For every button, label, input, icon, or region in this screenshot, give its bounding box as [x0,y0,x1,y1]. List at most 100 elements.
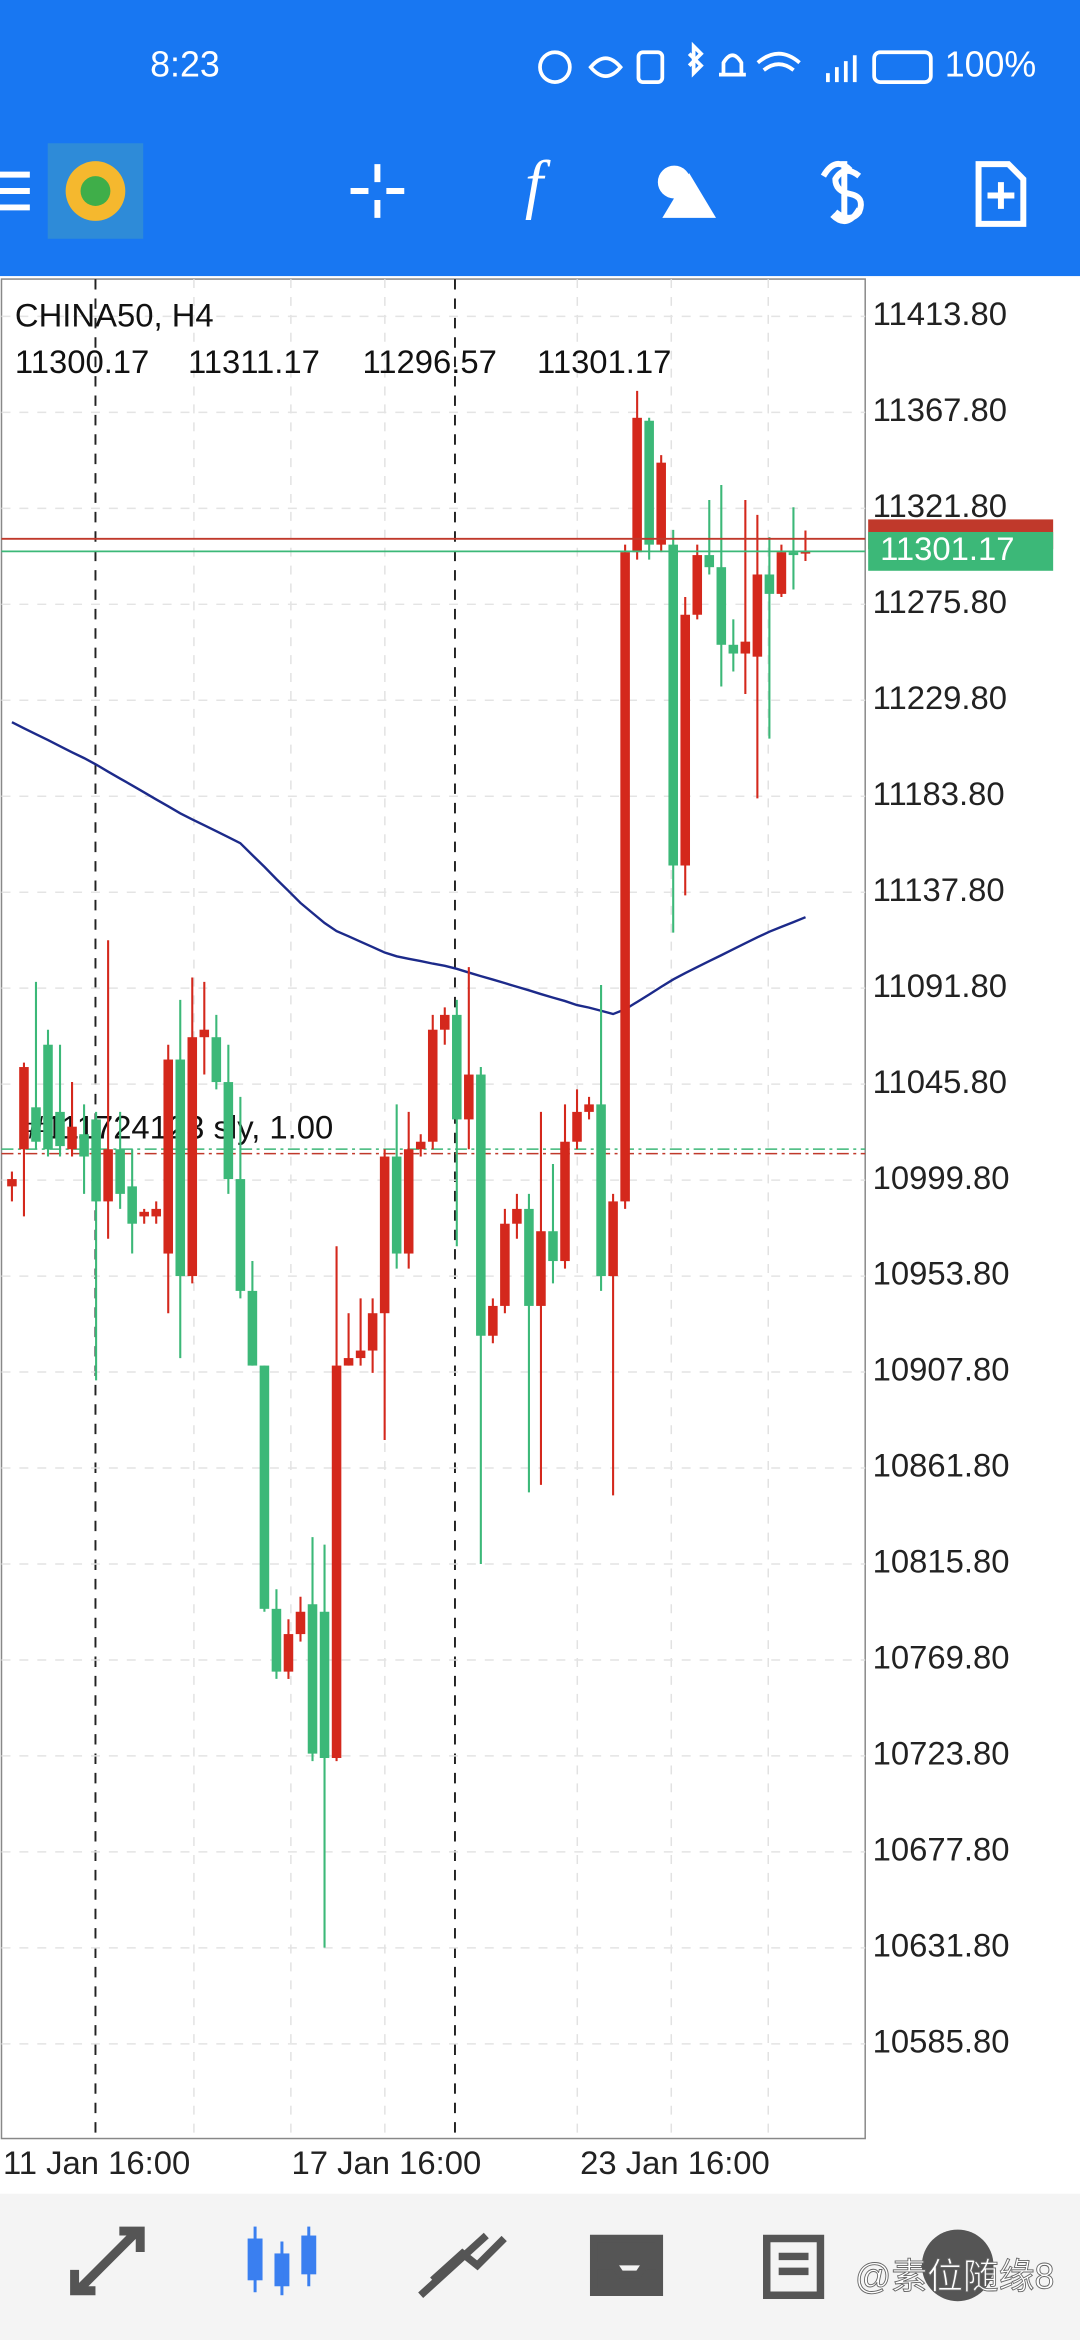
y-tick-label: 10999.80 [873,1159,1010,1196]
y-tick-label: 10769.80 [873,1639,1010,1676]
candle-body [295,1611,306,1635]
y-tick-label: 11275.80 [873,583,1007,620]
header-bg [0,0,1080,277]
candle-body [800,551,811,554]
y-tick-label: 10677.80 [873,1831,1010,1868]
crosshair-button[interactable] [350,164,405,218]
y-tick-label: 10631.80 [873,1927,1010,1964]
y-tick-label: 10907.80 [873,1351,1010,1388]
status-time: 8:23 [150,45,220,85]
bid-tag-label: 11301.17 [880,530,1014,567]
candle-body [391,1156,402,1254]
chart-tab[interactable] [247,2226,317,2296]
candle-body [692,555,703,615]
candle-body [199,1029,210,1038]
candle-body [115,1149,125,1194]
menu-button[interactable] [0,171,30,211]
history-tab[interactable] [589,2234,664,2296]
candle-body [776,552,787,594]
candle-body [31,1107,41,1142]
candle-body [91,1119,101,1202]
y-tick-label: 11367.80 [873,391,1007,428]
new-order-button[interactable] [975,161,1027,227]
trade-tab[interactable] [418,2232,507,2298]
candle-body [223,1082,234,1180]
y-tick-label: 11413.80 [873,295,1007,332]
candle-body [7,1179,17,1187]
candle-body [452,1014,462,1120]
candle-body [632,417,642,553]
watermark: @素位随缘8 [855,2256,1054,2296]
candle-body [572,1111,582,1142]
candle-body [415,1141,426,1150]
candle-body [596,1104,606,1277]
objects-circle [657,165,691,199]
y-tick-label: 11229.80 [873,679,1007,716]
candle-body [427,1029,438,1142]
y-tick-label: 10585.80 [873,2022,1010,2059]
candle-body [151,1208,161,1217]
y-tick-label: 11091.80 [873,967,1007,1004]
x-tick-label: 17 Jan 16:00 [292,2144,482,2181]
candle-body [620,552,630,1202]
candle-body [211,1037,222,1083]
candle-body [728,644,739,654]
candle-body [764,574,775,594]
ohlc-low: 11296.57 [362,343,496,380]
marks-layer: #111724123 sly, 1.00 [1,390,866,1948]
x-tick-label: 11 Jan 16:00 [3,2144,190,2181]
candle-body [259,1365,270,1609]
price-axis: 11413.80 11367.80 11321.80 11275.80 11229.80… [3,295,1054,2181]
candle-body [656,462,666,545]
candle-body [524,1208,534,1306]
candle-body [271,1608,282,1672]
chat-tab[interactable] [921,2229,994,2302]
candle-body [476,1074,486,1336]
candle-body [548,1231,558,1262]
trade-button[interactable] [820,160,864,225]
y-tick-label: 11321.80 [873,487,1007,524]
y-tick-label: 11183.80 [873,775,1005,812]
status-icons [538,41,933,84]
candle-body [247,1290,258,1366]
candle-body [488,1305,498,1336]
candle-body [536,1231,546,1306]
candle-body [43,1044,53,1150]
candle-body [103,1149,113,1202]
ohlc-line: 11300.17 11311.17 11296.57 11301.17 [15,343,671,380]
candle-body [560,1141,570,1262]
candle-body [644,420,654,545]
candle-body [163,1059,174,1254]
candle-body [127,1186,137,1224]
candle-body [439,1014,450,1030]
candle-body [307,1604,318,1754]
y-tick-label: 10723.80 [873,1735,1010,1772]
candle-body [788,552,799,556]
candle-body [139,1211,149,1217]
objects-button[interactable] [662,173,717,218]
news-tab[interactable] [763,2234,825,2299]
symbol-label: CHINA50, H4 [15,297,214,334]
candle-body [67,1126,77,1150]
quotes-tab[interactable] [70,2226,145,2296]
bid-tag [868,531,1054,571]
candle-body [608,1201,618,1277]
candle-body [512,1208,522,1224]
ohlc-open: 11300.17 [15,343,149,380]
moving-average [11,721,806,1016]
candle-body [716,567,727,645]
candle-body [403,1149,414,1254]
y-tick-label: 10953.80 [873,1255,1010,1292]
candle-body [500,1223,510,1306]
candle-body [19,1067,29,1150]
candle-body [331,1365,342,1759]
candle-body [283,1634,294,1672]
battery-level: 100% [945,45,1037,85]
app-logo-center [80,176,111,206]
x-tick-label: 23 Jan 16:00 [580,2144,770,2181]
candle-body [187,1037,198,1277]
candle-body [367,1313,378,1351]
candle-body [740,641,751,654]
